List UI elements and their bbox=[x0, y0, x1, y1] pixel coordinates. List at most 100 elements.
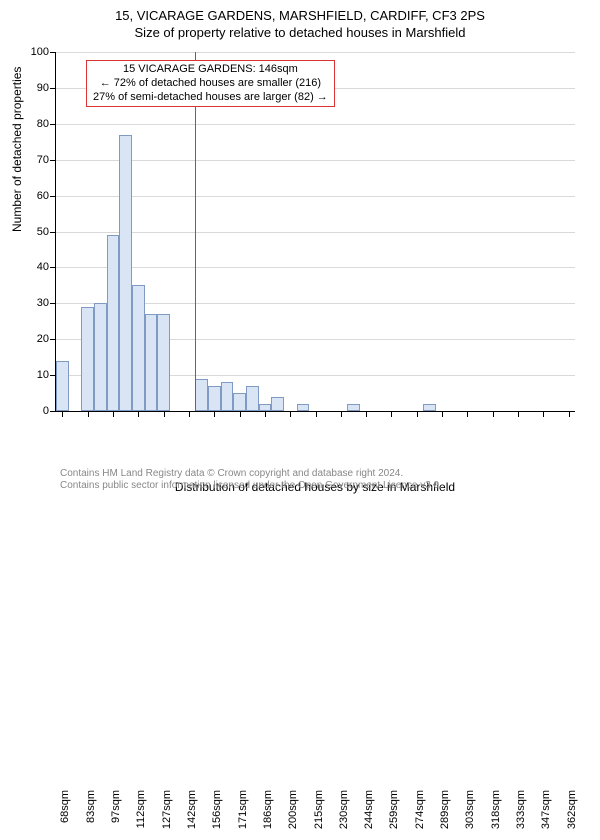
y-tick bbox=[50, 88, 56, 89]
histogram-bar bbox=[56, 361, 69, 411]
histogram-bar bbox=[94, 303, 107, 411]
footer-line-1: Contains HM Land Registry data © Crown c… bbox=[60, 468, 442, 480]
x-tick-label: 362sqm bbox=[566, 790, 578, 840]
histogram-bar bbox=[297, 404, 310, 411]
annotation-box: 15 VICARAGE GARDENS: 146sqm← 72% of deta… bbox=[86, 60, 335, 107]
y-tick-label: 60 bbox=[37, 190, 49, 202]
y-tick-label: 30 bbox=[37, 297, 49, 309]
histogram-bar bbox=[119, 135, 132, 411]
x-tick bbox=[88, 412, 89, 417]
x-tick bbox=[113, 412, 114, 417]
y-tick bbox=[50, 52, 56, 53]
histogram-bar bbox=[347, 404, 360, 411]
histogram-bar bbox=[145, 314, 158, 411]
x-tick bbox=[240, 412, 241, 417]
x-tick bbox=[138, 412, 139, 417]
x-tick-label: 127sqm bbox=[161, 790, 173, 840]
title-main: 15, VICARAGE GARDENS, MARSHFIELD, CARDIF… bbox=[0, 0, 600, 23]
x-tick-label: 68sqm bbox=[59, 790, 71, 840]
x-tick bbox=[417, 412, 418, 417]
x-tick bbox=[467, 412, 468, 417]
y-tick-label: 50 bbox=[37, 226, 49, 238]
x-tick bbox=[290, 412, 291, 417]
y-tick bbox=[50, 124, 56, 125]
title-sub: Size of property relative to detached ho… bbox=[0, 23, 600, 40]
plot-region: 010203040506070809010068sqm83sqm97sqm112… bbox=[55, 52, 575, 412]
y-tick-label: 0 bbox=[43, 405, 49, 417]
y-tick-label: 80 bbox=[37, 118, 49, 130]
y-tick bbox=[50, 160, 56, 161]
histogram-bar bbox=[271, 397, 284, 411]
y-tick bbox=[50, 267, 56, 268]
y-tick bbox=[50, 411, 56, 412]
grid-line bbox=[56, 267, 575, 268]
y-tick bbox=[50, 196, 56, 197]
x-tick-label: 142sqm bbox=[186, 790, 198, 840]
x-tick bbox=[62, 412, 63, 417]
x-tick-label: 274sqm bbox=[414, 790, 426, 840]
x-tick-label: 259sqm bbox=[388, 790, 400, 840]
y-tick bbox=[50, 232, 56, 233]
x-tick bbox=[442, 412, 443, 417]
y-tick-label: 10 bbox=[37, 369, 49, 381]
y-tick-label: 20 bbox=[37, 333, 49, 345]
grid-line bbox=[56, 52, 575, 53]
y-tick bbox=[50, 339, 56, 340]
y-axis-title: Number of detached properties bbox=[10, 67, 24, 232]
x-tick bbox=[316, 412, 317, 417]
histogram-bar bbox=[221, 382, 234, 411]
y-tick-label: 100 bbox=[31, 46, 49, 58]
histogram-bar bbox=[423, 404, 436, 411]
x-tick-label: 200sqm bbox=[287, 790, 299, 840]
x-tick-label: 303sqm bbox=[464, 790, 476, 840]
histogram-bar bbox=[259, 404, 272, 411]
y-tick-label: 90 bbox=[37, 82, 49, 94]
histogram-bar bbox=[208, 386, 221, 411]
footer-line-2: Contains public sector information licen… bbox=[60, 480, 442, 492]
x-tick bbox=[493, 412, 494, 417]
x-tick bbox=[265, 412, 266, 417]
annotation-line: ← 72% of detached houses are smaller (21… bbox=[93, 77, 328, 91]
footer-attribution: Contains HM Land Registry data © Crown c… bbox=[60, 468, 442, 492]
histogram-bar bbox=[157, 314, 170, 411]
chart-area: 010203040506070809010068sqm83sqm97sqm112… bbox=[55, 52, 575, 412]
grid-line bbox=[56, 160, 575, 161]
x-tick-label: 171sqm bbox=[237, 790, 249, 840]
grid-line bbox=[56, 124, 575, 125]
histogram-bar bbox=[233, 393, 246, 411]
x-tick-label: 156sqm bbox=[211, 790, 223, 840]
histogram-bar bbox=[195, 379, 208, 411]
x-tick-label: 244sqm bbox=[363, 790, 375, 840]
annotation-line: 15 VICARAGE GARDENS: 146sqm bbox=[93, 63, 328, 77]
x-tick-label: 289sqm bbox=[439, 790, 451, 840]
y-tick-label: 40 bbox=[37, 261, 49, 273]
x-tick-label: 186sqm bbox=[262, 790, 274, 840]
x-tick bbox=[391, 412, 392, 417]
histogram-bar bbox=[132, 285, 145, 411]
x-tick-label: 230sqm bbox=[338, 790, 350, 840]
x-tick-label: 347sqm bbox=[540, 790, 552, 840]
grid-line bbox=[56, 232, 575, 233]
x-tick-label: 333sqm bbox=[515, 790, 527, 840]
histogram-bar bbox=[246, 386, 259, 411]
x-tick-label: 318sqm bbox=[490, 790, 502, 840]
x-tick-label: 97sqm bbox=[110, 790, 122, 840]
x-tick bbox=[189, 412, 190, 417]
grid-line bbox=[56, 196, 575, 197]
x-tick-label: 215sqm bbox=[313, 790, 325, 840]
y-tick bbox=[50, 303, 56, 304]
x-tick bbox=[341, 412, 342, 417]
histogram-bar bbox=[81, 307, 94, 411]
x-tick bbox=[164, 412, 165, 417]
x-tick bbox=[366, 412, 367, 417]
x-tick-label: 83sqm bbox=[85, 790, 97, 840]
chart-container: 15, VICARAGE GARDENS, MARSHFIELD, CARDIF… bbox=[0, 0, 600, 500]
histogram-bar bbox=[107, 235, 120, 411]
x-tick bbox=[569, 412, 570, 417]
annotation-line: 27% of semi-detached houses are larger (… bbox=[93, 91, 328, 105]
x-tick bbox=[543, 412, 544, 417]
x-tick-label: 112sqm bbox=[135, 790, 147, 840]
x-tick bbox=[214, 412, 215, 417]
y-tick-label: 70 bbox=[37, 154, 49, 166]
x-tick bbox=[518, 412, 519, 417]
